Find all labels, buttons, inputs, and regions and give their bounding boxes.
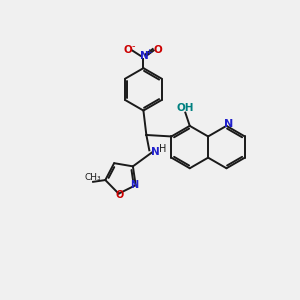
Text: O: O (123, 46, 132, 56)
Text: O: O (116, 190, 124, 200)
Text: O: O (154, 46, 163, 56)
Text: H: H (160, 144, 167, 154)
Text: CH₃: CH₃ (85, 173, 101, 182)
Text: +: + (146, 48, 152, 57)
Text: N: N (130, 180, 139, 190)
Text: N: N (224, 119, 233, 129)
Text: -: - (132, 41, 136, 51)
Text: N: N (140, 51, 148, 61)
Text: OH: OH (177, 103, 194, 113)
Text: N: N (152, 147, 160, 157)
